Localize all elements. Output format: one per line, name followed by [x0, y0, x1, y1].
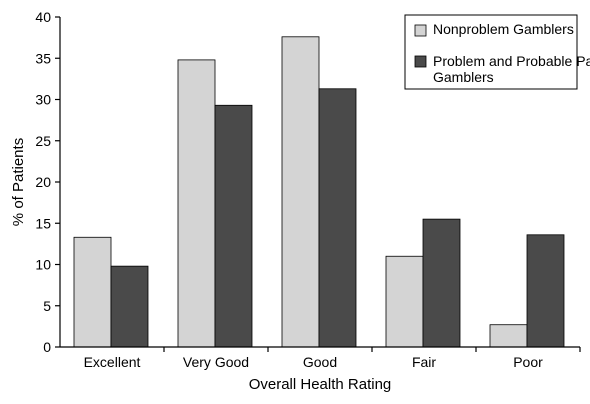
bar-problem-excellent: [110, 265, 149, 348]
bar-nonproblem-good: [281, 36, 320, 348]
bar-nonproblem-poor: [489, 324, 528, 348]
y-tick-label: 5: [43, 298, 51, 314]
legend: Nonproblem Gamblers Problem and Probable …: [404, 14, 590, 90]
bar-problem-good: [318, 88, 357, 348]
legend-label-problem: Problem and Probable PathologicGamblers: [433, 53, 590, 85]
y-tick-label: 35: [35, 50, 51, 66]
y-tick-label: 40: [35, 9, 51, 25]
x-tick-label: Excellent: [84, 354, 141, 370]
x-tick-label: Poor: [513, 354, 543, 370]
bar-nonproblem-excellent: [73, 236, 112, 348]
legend-label-nonproblem: Nonproblem Gamblers: [433, 21, 574, 37]
legend-swatch-problem: [414, 55, 427, 68]
y-tick-label: 30: [35, 92, 51, 108]
bar-nonproblem-very-good: [177, 59, 216, 348]
bars: [73, 36, 565, 348]
y-tick-label: 25: [35, 133, 51, 149]
y-tick-label: 0: [43, 339, 51, 355]
y-tick-label: 20: [35, 174, 51, 190]
x-tick-label: Fair: [412, 354, 436, 370]
y-axis-ticks: 0 5 10 15 20 25 30 35 40: [35, 9, 60, 355]
bar-problem-very-good: [214, 104, 253, 348]
y-tick-label: 10: [35, 257, 51, 273]
x-axis-tick-labels: Excellent Very Good Good Fair Poor: [84, 347, 581, 370]
x-axis-title: Overall Health Rating: [249, 376, 392, 393]
legend-swatch-nonproblem: [414, 24, 427, 37]
x-tick-label: Very Good: [183, 354, 249, 370]
bar-nonproblem-fair: [385, 255, 424, 348]
y-axis-title: % of Patients: [10, 138, 27, 226]
bar-problem-fair: [422, 218, 461, 348]
bar-problem-poor: [526, 234, 565, 348]
y-tick-label: 15: [35, 215, 51, 231]
x-tick-label: Good: [303, 354, 337, 370]
legend-box: [404, 14, 578, 90]
